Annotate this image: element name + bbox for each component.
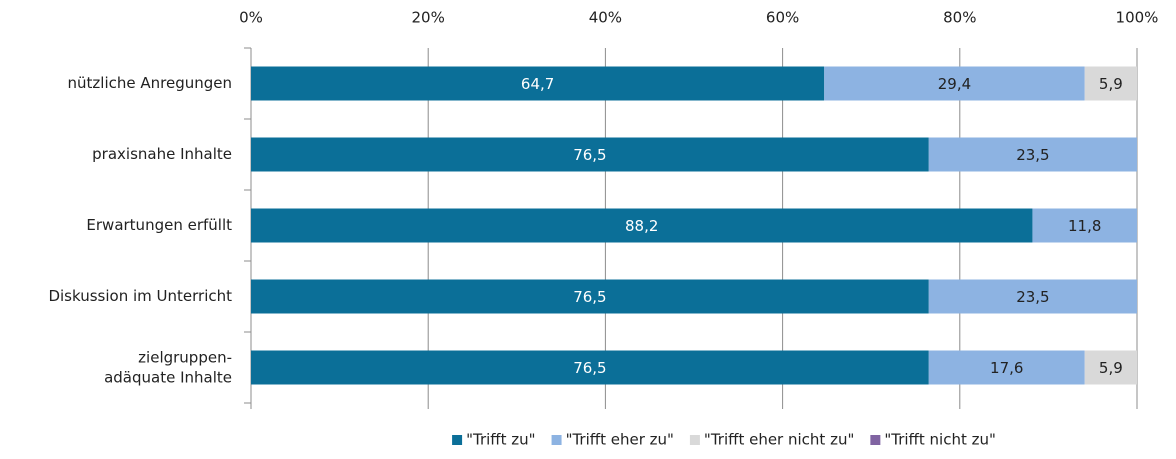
x-tick-label: 40% (589, 9, 622, 27)
legend-swatch (551, 435, 562, 445)
data-label: 76,5 (573, 288, 606, 306)
legend-item: "Trifft zu" (452, 431, 536, 449)
legend-item: "Trifft eher nicht zu" (689, 431, 854, 449)
legend-label: "Trifft eher zu" (566, 431, 674, 449)
data-label: 23,5 (1016, 146, 1049, 164)
data-label: 5,9 (1099, 359, 1123, 377)
x-tick-label: 0% (239, 9, 263, 27)
bar-segment (824, 66, 1085, 101)
data-label: 29,4 (938, 75, 971, 93)
bar-segment (251, 208, 1033, 243)
x-tick-label: 60% (766, 9, 799, 27)
bar-segment (251, 279, 929, 314)
y-tick-label: nützliche Anregungen (68, 74, 232, 92)
data-label: 88,2 (625, 217, 658, 235)
x-tick-label: 100% (1116, 9, 1159, 27)
bar-segment (251, 66, 825, 101)
bar-segment (1084, 66, 1137, 101)
y-tick-label: Diskussion im Unterricht (48, 287, 232, 305)
legend-item: "Trifft nicht zu" (870, 431, 996, 449)
y-tick-label: Erwartungen erfüllt (86, 216, 232, 234)
data-label: 17,6 (990, 359, 1023, 377)
data-label: 11,8 (1068, 217, 1101, 235)
bar-segment (928, 137, 1137, 172)
bar-segment (1032, 208, 1137, 243)
x-tick-label: 20% (412, 9, 445, 27)
bar-segment (928, 350, 1085, 385)
legend-swatch (689, 435, 700, 445)
bar-segment (928, 279, 1137, 314)
y-tick-label: praxisnahe Inhalte (92, 145, 232, 163)
data-label: 23,5 (1016, 288, 1049, 306)
data-label: 76,5 (573, 359, 606, 377)
x-tick-label: 80% (943, 9, 976, 27)
legend-swatch (452, 435, 463, 445)
legend-item: "Trifft eher zu" (551, 431, 674, 449)
legend-swatch (870, 435, 881, 445)
bar-segment (251, 350, 929, 385)
legend-label: "Trifft eher nicht zu" (704, 431, 854, 449)
bar-segment (1084, 350, 1137, 385)
y-tick-label: zielgruppen-adäquate Inhalte (104, 348, 232, 386)
data-label: 5,9 (1099, 75, 1123, 93)
legend-label: "Trifft zu" (466, 431, 535, 449)
data-label: 64,7 (521, 75, 554, 93)
bar-segment (251, 137, 929, 172)
data-label: 76,5 (573, 146, 606, 164)
legend-label: "Trifft nicht zu" (884, 431, 996, 449)
